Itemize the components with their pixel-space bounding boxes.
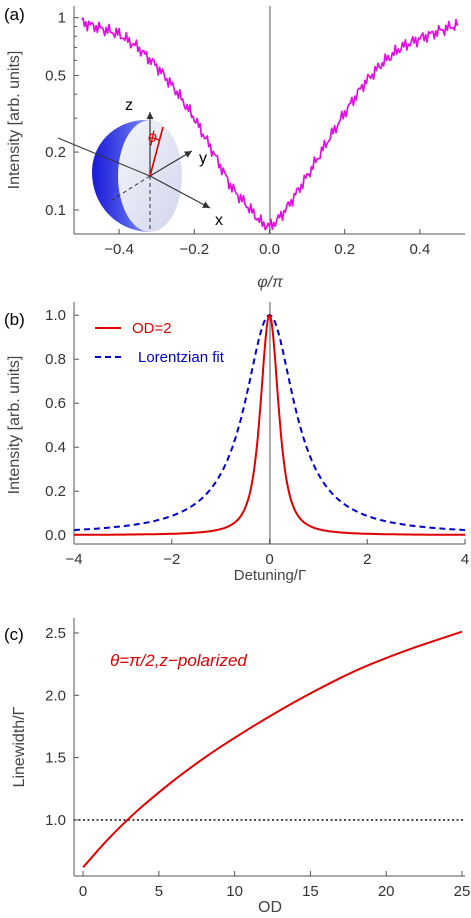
panel-c-xtick: 15 (302, 883, 319, 900)
panel-a-ytick: 1 (58, 10, 66, 27)
y-axis-arrow (149, 150, 193, 177)
panel-c-label: (c) (4, 625, 24, 644)
panel-b-xtick: −2 (163, 551, 180, 568)
panel-c-xtick: 5 (155, 883, 163, 900)
panel-c-ylabel: Linewidth/Γ (11, 706, 28, 787)
panel-a-xtick: 0.0 (259, 241, 280, 258)
direction-vector (149, 126, 164, 177)
panel-b-ytick: 0.6 (45, 395, 66, 412)
panel-a-ticks (74, 17, 421, 234)
panel-c-ytick: 1.5 (45, 750, 66, 767)
legend-od2-label: OD=2 (132, 320, 172, 337)
panel-a-xlabel: φ/π (257, 274, 283, 291)
panel-b: (b) −4 −2 0 2 4 0.0 0.2 0.4 0.6 0.8 1.0 … (4, 302, 469, 584)
panel-b-ytick: 0.2 (45, 483, 66, 500)
panel-c-ytick: 2.5 (45, 625, 66, 642)
inset-phi-label: ϕ (148, 129, 157, 146)
panel-a-ytick: 0.5 (45, 68, 66, 85)
panel-b-xtick: 0 (265, 551, 273, 568)
panel-b-legend: OD=2 Lorentzian fit (95, 320, 225, 366)
panel-c-xlabel: OD (258, 899, 282, 916)
panel-b-ytick: 1.0 (45, 307, 66, 324)
panel-b-ytick: 0.0 (45, 527, 66, 544)
panel-c-ytick: 2.0 (45, 687, 66, 704)
panel-a-data-line (80, 17, 459, 231)
panel-c-xtick: 0 (79, 883, 87, 900)
panel-a-label: (a) (4, 5, 25, 24)
panel-b-xlabel: Detuning/Γ (234, 567, 306, 584)
panel-a-ylabel: Intensity [arb. units] (6, 51, 23, 190)
panel-c-xtick: 10 (226, 883, 243, 900)
panel-b-ytick: 0.4 (45, 439, 66, 456)
x-axis-arrow (149, 175, 211, 209)
panel-b-xtick: 2 (363, 551, 371, 568)
panel-c-title: θ=π/2,z−polarized (110, 651, 247, 670)
panel-b-xtick: −4 (65, 551, 82, 568)
panel-a-xtick: −0.4 (104, 241, 134, 258)
panel-a: (a) −0.4 −0.2 0.0 0.2 0.4 0.1 0.2 0.5 1 … (4, 5, 465, 291)
panel-c: (c) 0 5 10 15 20 25 1.0 1.5 2.0 2.5 OD L… (4, 618, 470, 916)
inset-x-label: x (215, 212, 223, 229)
panel-c-ticks (74, 632, 463, 876)
angle-arc (149, 137, 161, 142)
panel-a-xtick: 0.2 (334, 241, 355, 258)
inset-y-label: y (199, 150, 207, 167)
panel-b-od2-line (73, 313, 466, 536)
inset-z-label: z (125, 97, 133, 114)
panel-b-ylabel: Intensity [arb. units] (6, 356, 23, 495)
panel-a-ytick: 0.1 (45, 202, 66, 219)
panel-b-ytick: 0.8 (45, 351, 66, 368)
panel-a-xtick: −0.2 (179, 241, 209, 258)
panel-b-label: (b) (4, 310, 25, 329)
panel-a-ytick: 0.2 (45, 144, 66, 161)
inset-hemisphere-diagram: z y x ϕ (57, 97, 223, 232)
panel-c-xtick: 25 (454, 883, 471, 900)
panel-b-xtick: 4 (461, 551, 469, 568)
panel-c-ytick: 1.0 (45, 812, 66, 829)
panel-a-xtick: 0.4 (409, 241, 430, 258)
panel-c-linewidth-line (82, 630, 463, 868)
panel-c-xtick: 20 (378, 883, 395, 900)
legend-lorentzian-label: Lorentzian fit (138, 349, 225, 366)
